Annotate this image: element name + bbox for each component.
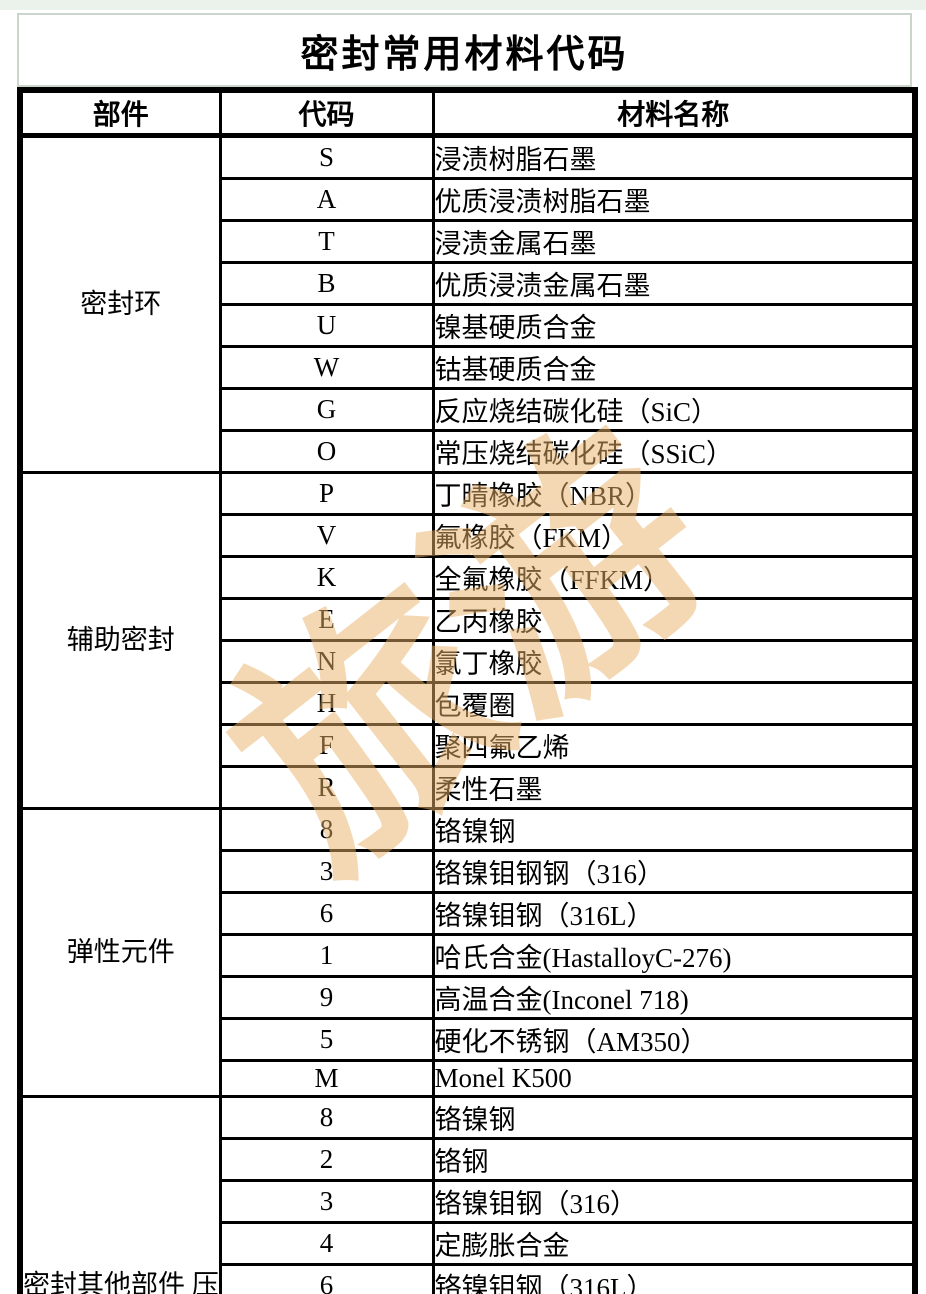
table-row: 5 硬化不锈钢（AM350） <box>20 1017 917 1062</box>
code-cell: O <box>218 429 435 474</box>
code-cell: W <box>218 345 435 390</box>
material-cell: 常压烧结碳化硅（SSiC） <box>431 429 917 474</box>
material-cell: 铬镍钼钢（316） <box>431 1179 917 1224</box>
code-cell: 4 <box>218 1221 435 1266</box>
table-row: E 乙丙橡胶 <box>20 597 917 642</box>
code-cell: E <box>218 597 435 642</box>
material-cell: 铬钢 <box>431 1137 917 1182</box>
code-cell: U <box>218 303 435 348</box>
material-cell: 反应烧结碳化硅（SiC） <box>431 387 917 432</box>
material-cell: Monel K500 <box>431 1059 917 1098</box>
table-row: 9 高温合金(Inconel 718) <box>20 975 917 1020</box>
material-cell: 优质浸渍金属石墨 <box>431 261 917 306</box>
material-cell: 聚四氟乙烯 <box>431 723 917 768</box>
code-cell: 5 <box>218 1017 435 1062</box>
part-cell: 密封其他部件 压盖和轴套 <box>18 1095 222 1294</box>
material-cell: 硬化不锈钢（AM350） <box>431 1017 917 1062</box>
header-code: 代码 <box>218 88 435 138</box>
material-cell: 铬镍钼钢（316L） <box>431 891 917 936</box>
code-cell: 1 <box>218 933 435 978</box>
table-body: 密封环 S 浸渍树脂石墨 A 优质浸渍树脂石墨 T 浸渍金属石墨 B 优质浸渍金属石墨 U 镍基硬质… <box>18 134 917 1294</box>
code-cell: S <box>218 134 435 180</box>
material-cell: 乙丙橡胶 <box>431 597 917 642</box>
code-cell: 6 <box>218 891 435 936</box>
code-cell: M <box>218 1059 435 1098</box>
table-row: 6 铬镍钼钢（316L） <box>20 1263 917 1294</box>
table-row: 辅助密封 P 丁晴橡胶（NBR） <box>18 471 917 810</box>
table-row: W 钴基硬质合金 <box>20 345 917 390</box>
material-cell: 丁晴橡胶（NBR） <box>431 471 917 516</box>
table-row: M Monel K500 <box>20 1059 917 1098</box>
page-title: 密封常用材料代码 <box>300 33 629 76</box>
material-cell: 优质浸渍树脂石墨 <box>431 177 917 222</box>
code-cell: B <box>218 261 435 306</box>
code-cell: A <box>218 177 435 222</box>
table-row: H 包覆圈 <box>20 681 917 726</box>
material-cell: 氯丁橡胶 <box>431 639 917 684</box>
part-cell: 密封环 <box>18 134 222 474</box>
table-row: 弹性元件 8 铬镍钢 <box>18 807 917 1098</box>
code-cell: N <box>218 639 435 684</box>
table-row: T 浸渍金属石墨 <box>20 219 917 264</box>
code-cell: H <box>218 681 435 726</box>
code-cell: 9 <box>218 975 435 1020</box>
material-cell: 氟橡胶（FKM） <box>431 513 917 558</box>
table-row: 密封环 S 浸渍树脂石墨 <box>18 134 917 474</box>
material-cell: 镍基硬质合金 <box>431 303 917 348</box>
table-row: F 聚四氟乙烯 <box>20 723 917 768</box>
table-row: V 氟橡胶（FKM） <box>20 513 917 558</box>
table-row: 3 铬镍钼钢钢（316） <box>20 849 917 894</box>
code-cell: P <box>218 471 435 516</box>
code-cell: 8 <box>218 807 435 852</box>
table-row: 密封其他部件 压盖和轴套8铬镍钢 <box>18 1095 917 1294</box>
material-cell: 高温合金(Inconel 718) <box>431 975 917 1020</box>
table-row: A 优质浸渍树脂石墨 <box>20 177 917 222</box>
material-cell: 浸渍金属石墨 <box>431 219 917 264</box>
title-box: 密封常用材料代码 <box>17 13 912 87</box>
table-row: 2 铬钢 <box>20 1137 917 1182</box>
material-cell: 钴基硬质合金 <box>431 345 917 390</box>
table-row: 3 铬镍钼钢（316） <box>20 1179 917 1224</box>
header-row: 部件 代码 材料名称 <box>18 88 917 138</box>
header-material: 材料名称 <box>431 88 917 138</box>
code-cell: V <box>218 513 435 558</box>
table-row: B 优质浸渍金属石墨 <box>20 261 917 306</box>
material-cell: 包覆圈 <box>431 681 917 726</box>
top-edge-strip <box>0 0 926 10</box>
table-row: 6 铬镍钼钢（316L） <box>20 891 917 936</box>
code-cell: 3 <box>218 1179 435 1224</box>
part-cell: 弹性元件 <box>18 807 222 1098</box>
material-code-table: 部件 代码 材料名称 密封环 S 浸渍树脂石墨 A 优质浸渍树脂石墨 T 浸渍金属石墨 B 优质… <box>17 87 918 1294</box>
table-row: R 柔性石墨 <box>20 765 917 810</box>
code-cell: 2 <box>218 1137 435 1182</box>
code-cell: K <box>218 555 435 600</box>
table-row: 1 哈氏合金(HastalloyC-276) <box>20 933 917 978</box>
code-cell: 3 <box>218 849 435 894</box>
material-cell: 铬镍钼钢（316L） <box>431 1263 917 1294</box>
header-part: 部件 <box>18 88 222 138</box>
material-cell: 定膨胀合金 <box>431 1221 917 1266</box>
material-cell: 铬镍钢 <box>431 1095 917 1140</box>
material-cell: 哈氏合金(HastalloyC-276) <box>431 933 917 978</box>
code-cell: 8 <box>218 1095 435 1140</box>
part-cell: 辅助密封 <box>18 471 222 810</box>
code-cell: T <box>218 219 435 264</box>
material-cell: 铬镍钢 <box>431 807 917 852</box>
table-row: N 氯丁橡胶 <box>20 639 917 684</box>
table-row: K 全氟橡胶（FFKM） <box>20 555 917 600</box>
material-cell: 全氟橡胶（FFKM） <box>431 555 917 600</box>
material-cell: 铬镍钼钢钢（316） <box>431 849 917 894</box>
table-row: G 反应烧结碳化硅（SiC） <box>20 387 917 432</box>
code-cell: R <box>218 765 435 810</box>
material-cell: 浸渍树脂石墨 <box>431 134 917 180</box>
table-row: U 镍基硬质合金 <box>20 303 917 348</box>
code-cell: 6 <box>218 1263 435 1294</box>
material-cell: 柔性石墨 <box>431 765 917 810</box>
code-cell: G <box>218 387 435 432</box>
table-row: 4 定膨胀合金 <box>20 1221 917 1266</box>
table-row: O 常压烧结碳化硅（SSiC） <box>20 429 917 474</box>
table-header: 部件 代码 材料名称 <box>18 88 917 138</box>
code-cell: F <box>218 723 435 768</box>
